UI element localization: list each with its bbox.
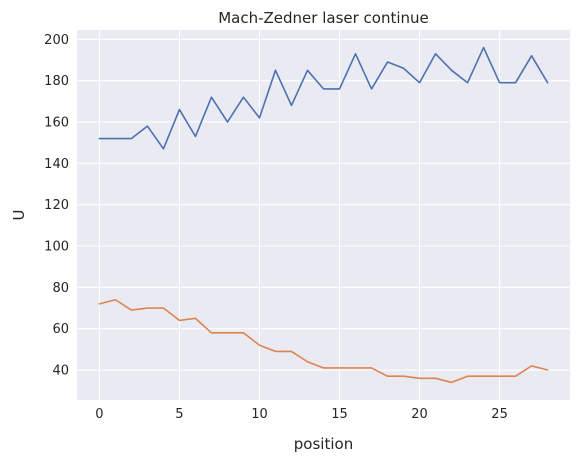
x-tick-label: 15	[331, 407, 348, 422]
y-tick-label: 80	[52, 281, 69, 296]
y-tick-label: 120	[44, 198, 69, 213]
y-axis-ticks: 40 60 80 100 120 140 160 180 200	[44, 33, 69, 379]
grid-lines	[77, 30, 570, 400]
chart-title: Mach-Zedner laser continue	[218, 9, 429, 27]
plot-area	[77, 30, 570, 400]
series-line-2	[98, 298, 549, 384]
y-axis-label: U	[10, 210, 28, 221]
y-tick-label: 180	[44, 74, 69, 89]
x-axis-label: position	[294, 435, 353, 453]
x-axis-ticks: 0 5 10 15 20 25	[95, 407, 508, 422]
y-tick-label: 160	[44, 115, 69, 130]
y-tick-label: 200	[44, 33, 69, 48]
series-group	[98, 46, 549, 384]
y-tick-label: 140	[44, 157, 69, 172]
x-tick-label: 10	[251, 407, 268, 422]
x-tick-label: 0	[95, 407, 103, 422]
y-tick-label: 100	[44, 240, 69, 255]
x-tick-label: 5	[175, 407, 183, 422]
x-tick-label: 25	[491, 407, 508, 422]
y-tick-label: 40	[52, 364, 69, 379]
x-tick-label: 20	[411, 407, 428, 422]
y-tick-label: 60	[52, 322, 69, 337]
series-line-1	[98, 46, 549, 150]
